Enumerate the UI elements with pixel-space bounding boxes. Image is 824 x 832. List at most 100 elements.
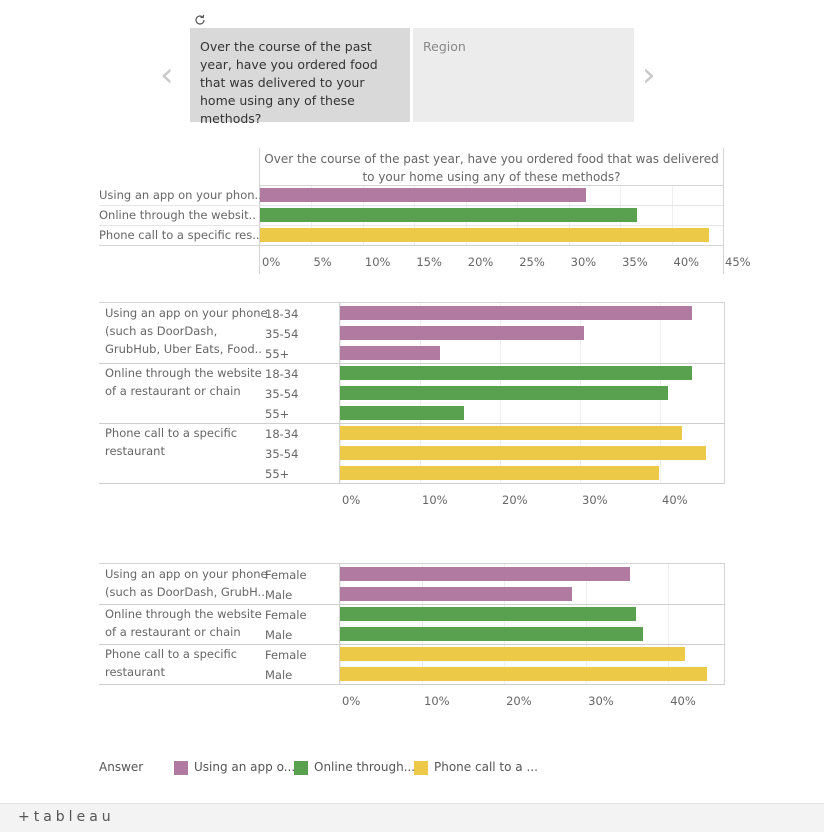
chart3-gridline	[504, 564, 506, 684]
chart3-tick-label: 0%	[342, 694, 361, 708]
story-point-2[interactable]: Region	[413, 28, 634, 122]
chart2-group-label: Online through the website	[105, 366, 262, 380]
chart3-bar	[340, 567, 630, 581]
legend-item-phone[interactable]: Phone call to a ...	[414, 760, 538, 775]
chart1-gridline	[671, 185, 673, 245]
chart3-tick-label: 20%	[506, 694, 532, 708]
footer-bar: +tableau	[0, 803, 824, 832]
chart2-group-label: (such as DoorDash,	[105, 324, 218, 338]
chart2-row-label: 18-34	[265, 307, 299, 321]
chart3-tick-label: 40%	[670, 694, 696, 708]
chart1-category-label: Using an app on your phon..	[99, 188, 262, 202]
chart2-tick-label: 10%	[422, 493, 448, 507]
chart2-top-border	[99, 302, 725, 303]
chart1-category-label: Phone call to a specific res..	[99, 228, 260, 242]
story-point-1[interactable]: Over the course of the past year, have y…	[190, 28, 410, 126]
chart2-tick-label: 40%	[662, 493, 688, 507]
chart2-row-label: 55+	[265, 347, 290, 361]
legend-label-phone: Phone call to a ...	[434, 760, 538, 774]
chart1-tick-label: 35%	[622, 255, 648, 269]
chart2-row-label: 18-34	[265, 367, 299, 381]
chart3-left-axis	[339, 563, 340, 684]
chart2-group-divider	[99, 363, 725, 364]
legend-swatch-app	[174, 760, 188, 775]
chart1-tick-label: 45%	[725, 255, 751, 269]
legend-title-text: Answer	[99, 760, 144, 774]
chart2-group-label: GrubHub, Uber Eats, Food..	[105, 342, 262, 356]
chart1-category-label: Online through the websit..	[99, 208, 256, 222]
chart1-row-divider	[99, 205, 723, 206]
chart3-group-divider	[99, 604, 725, 605]
chart3-group-label: Phone call to a specific	[105, 647, 238, 661]
chart3-group-label: restaurant	[105, 665, 165, 679]
story-point-1-label: Over the course of the past year, have y…	[200, 39, 378, 126]
chart2-group-divider	[99, 483, 725, 484]
chart3-bar	[340, 587, 573, 601]
chart2-bar	[340, 446, 707, 460]
chart2-row-label: 35-54	[265, 387, 299, 401]
chart2-tick-label: 30%	[582, 493, 608, 507]
chart1-right-axis	[723, 148, 724, 274]
chart3-row-label: Female	[265, 608, 307, 622]
chart2-bar	[340, 386, 668, 400]
chart2-group-label: restaurant	[105, 444, 165, 458]
chart3-bar	[340, 647, 685, 661]
chart3-row-label: Female	[265, 648, 307, 662]
previous-arrow-icon[interactable]: ‹	[160, 55, 174, 95]
chart1-tick-label: 20%	[467, 255, 494, 269]
chart2-tick-label: 20%	[502, 493, 528, 507]
chart2-row-label: 55+	[265, 407, 290, 421]
next-arrow-icon[interactable]: ›	[642, 55, 656, 95]
chart2-bar	[340, 306, 692, 320]
chart2-bar	[340, 426, 683, 440]
chart3-row-label: Male	[265, 588, 293, 602]
chart1-tick-label: 15%	[416, 255, 442, 269]
chart2-group-label: Phone call to a specific	[105, 426, 238, 440]
legend-swatch-phone	[414, 760, 428, 775]
chart3-group-label: (such as DoorDash, GrubH..	[105, 585, 265, 599]
chart1-bar	[260, 208, 637, 222]
chart3-row-label: Male	[265, 628, 293, 642]
chart2-bar	[340, 406, 464, 420]
chart3-row-label: Male	[265, 668, 293, 682]
chart3-bar	[340, 627, 643, 641]
chart1-header-text: Over the course of the past year, have y…	[264, 152, 719, 184]
chart2-bar	[340, 326, 584, 340]
legend-item-website[interactable]: Online through...	[294, 760, 415, 775]
chart3-group-divider	[99, 684, 725, 685]
chart3-group-divider	[99, 644, 725, 645]
chart2-right-axis	[724, 302, 725, 483]
chart2-row-label: 55+	[265, 467, 290, 481]
chart1-left-axis	[259, 148, 260, 274]
chart3-gridline	[586, 564, 588, 684]
chart3-gridline	[422, 564, 424, 684]
legend-title: Answer	[99, 760, 143, 774]
chart1-tick-label: 5%	[313, 255, 332, 269]
chart2-bar	[340, 346, 440, 360]
legend-label-app: Using an app o...	[194, 760, 296, 774]
chart1-tick-label: 30%	[570, 255, 597, 269]
chart1-bar	[260, 228, 709, 242]
revert-icon[interactable]	[193, 12, 207, 26]
chart2-bar	[340, 366, 692, 380]
chart3-bar	[340, 607, 637, 621]
chart3-group-label: of a restaurant or chain	[105, 625, 241, 639]
chart3-top-border	[99, 563, 725, 564]
legend-swatch-website	[294, 760, 308, 775]
chart3-right-axis	[724, 563, 725, 684]
chart2-row-label: 35-54	[265, 447, 299, 461]
tableau-logo[interactable]: +tableau	[18, 809, 115, 825]
chart2-bar	[340, 466, 660, 480]
chart3-row-label: Female	[265, 568, 307, 582]
chart3-gridline	[668, 564, 670, 684]
chart1-bottom-axis	[99, 245, 724, 246]
legend-item-app[interactable]: Using an app o...	[174, 760, 295, 775]
chart1-header: Over the course of the past year, have y…	[259, 150, 724, 186]
chart1-tick-label: 10%	[364, 255, 391, 269]
chart2-group-label: of a restaurant or chain	[105, 384, 241, 398]
chart2-row-label: 18-34	[265, 427, 299, 441]
chart2-group-divider	[99, 423, 725, 424]
chart1-row-divider	[99, 225, 723, 226]
tableau-logo-text: +tableau	[18, 809, 115, 825]
story-point-2-label: Region	[423, 39, 466, 54]
